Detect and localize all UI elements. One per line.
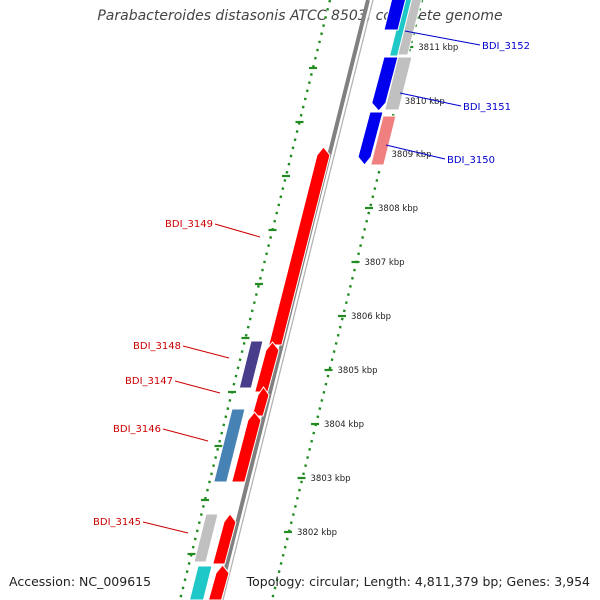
- ruler-label: 3808 kbp: [378, 204, 418, 214]
- gene-label-leader: [214, 223, 261, 238]
- gene-label: BDI_3150: [447, 155, 495, 166]
- gene-block-red-bottom: [207, 564, 230, 600]
- gene-label-leader: [174, 380, 221, 394]
- accession-text: Accession: NC_009615: [9, 574, 152, 589]
- gene-label-leader: [162, 428, 209, 442]
- gene-label: BDI_3149: [165, 219, 213, 230]
- gene-label: BDI_3151: [463, 102, 511, 113]
- gene-label-leader: [385, 144, 446, 160]
- gene-label: BDI_3145: [93, 517, 141, 528]
- gene-block-silver-top: [397, 0, 423, 56]
- gene-block-silver-3151: [384, 56, 413, 111]
- gene-label-leader: [182, 345, 230, 359]
- gene-block-blue-3151: [371, 56, 399, 112]
- ruler-label: 3803 kbp: [311, 474, 351, 484]
- ruler-label: 3804 kbp: [324, 420, 364, 430]
- gene-block-red-3146-mate: [231, 411, 262, 483]
- gene-block-salmon-3150: [370, 115, 397, 166]
- gene-label-leader: [142, 521, 189, 534]
- gene-label: BDI_3147: [125, 376, 173, 387]
- ruler-label: 3805 kbp: [338, 366, 378, 376]
- ruler-label: 3807 kbp: [365, 258, 405, 268]
- topology-text: Topology: circular; Length: 4,811,379 bp…: [246, 574, 590, 589]
- gene-block-navy-3148: [238, 340, 264, 389]
- gene-label-leader: [399, 92, 462, 107]
- gene-block-blue-3152: [383, 0, 407, 31]
- gene-block-steel-3146: [213, 408, 246, 483]
- ruler-label: 3806 kbp: [351, 312, 391, 322]
- backbone-edge: [222, 0, 374, 600]
- ruler-dotted-left: [178, 0, 332, 600]
- ruler-label: 3811 kbp: [418, 43, 458, 53]
- ruler-label: 3809 kbp: [392, 150, 432, 160]
- gene-block-red-3149: [268, 146, 331, 346]
- gene-block-blue-3150: [357, 111, 384, 166]
- ruler-label: 3810 kbp: [405, 97, 445, 107]
- gene-block-red-3145: [212, 513, 237, 565]
- ruler-label: 3802 kbp: [297, 528, 337, 538]
- gene-label-leader: [404, 30, 481, 46]
- gene-label: BDI_3146: [113, 424, 161, 435]
- gene-block-silver-3145: [193, 513, 219, 563]
- gene-label: BDI_3148: [133, 341, 181, 352]
- gene-block-cyan-bottom: [188, 565, 213, 600]
- gene-label: BDI_3152: [482, 41, 530, 52]
